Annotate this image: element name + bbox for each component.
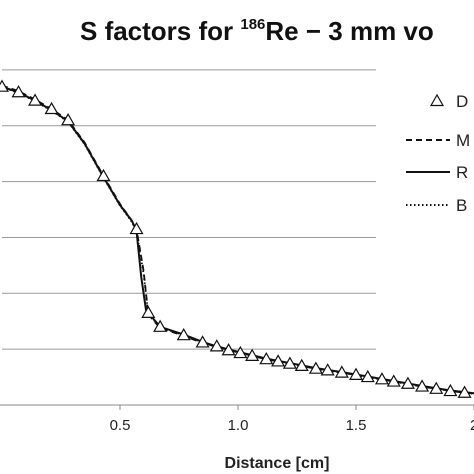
data-point	[141, 305, 156, 318]
legend-marker	[429, 93, 445, 107]
data-point	[44, 101, 59, 115]
x-axis-label: Distance [cm]	[225, 455, 330, 472]
legend-label: M	[456, 131, 470, 150]
data-point	[443, 383, 458, 397]
series-triangle-markers	[0, 79, 472, 398]
legend-label: B	[456, 196, 467, 215]
gridlines	[2, 69, 376, 350]
data-point	[28, 93, 43, 106]
series-layer	[0, 79, 474, 398]
data-point	[0, 79, 10, 92]
chart-title-suffix: Re − 3 mm vo	[265, 16, 433, 46]
series-line-dashed	[1, 84, 474, 395]
data-point	[429, 381, 444, 394]
data-point	[153, 319, 168, 332]
data-point	[195, 335, 210, 348]
data-point	[400, 376, 415, 389]
data-point	[61, 112, 76, 126]
data-point	[129, 221, 144, 235]
data-point	[259, 351, 274, 365]
x-tick-label: 2	[470, 417, 474, 434]
x-axis: 0.5 1.0 1.5 2	[0, 404, 474, 434]
legend-entry-dotted: B	[406, 196, 467, 215]
data-point	[11, 85, 26, 98]
data-point	[360, 369, 375, 383]
legend-entry-solid: R	[406, 163, 468, 182]
legend-label: D	[456, 92, 468, 111]
data-point	[415, 379, 430, 392]
series-line-dotted	[1, 86, 474, 395]
data-point	[308, 361, 323, 374]
data-point	[176, 327, 191, 341]
legend-label: R	[456, 163, 468, 182]
data-point	[320, 363, 335, 376]
data-point	[457, 385, 472, 398]
data-point	[209, 339, 224, 352]
x-tick-label: 1.5	[346, 417, 367, 434]
chart-title: S factors for 186Re − 3 mm vo	[80, 16, 434, 46]
data-point	[374, 372, 389, 385]
data-point	[348, 367, 364, 380]
data-point	[233, 345, 248, 359]
series-line-solid	[1, 85, 474, 395]
chart-title-prefix: S factors for	[80, 16, 240, 46]
data-point	[282, 356, 297, 369]
data-point	[386, 374, 401, 387]
legend-entry-triangle: D	[429, 92, 468, 111]
data-point	[334, 365, 349, 378]
legend: D MRB	[406, 92, 470, 215]
data-point	[245, 348, 260, 361]
data-point	[221, 343, 236, 356]
data-point	[294, 358, 309, 372]
data-point	[96, 168, 111, 182]
x-tick-label: 0.5	[110, 417, 131, 434]
chart-title-superscript: 186	[240, 16, 265, 33]
legend-entry-dashed: M	[406, 131, 470, 150]
x-tick-label: 1.0	[228, 417, 249, 434]
data-point	[271, 354, 286, 367]
